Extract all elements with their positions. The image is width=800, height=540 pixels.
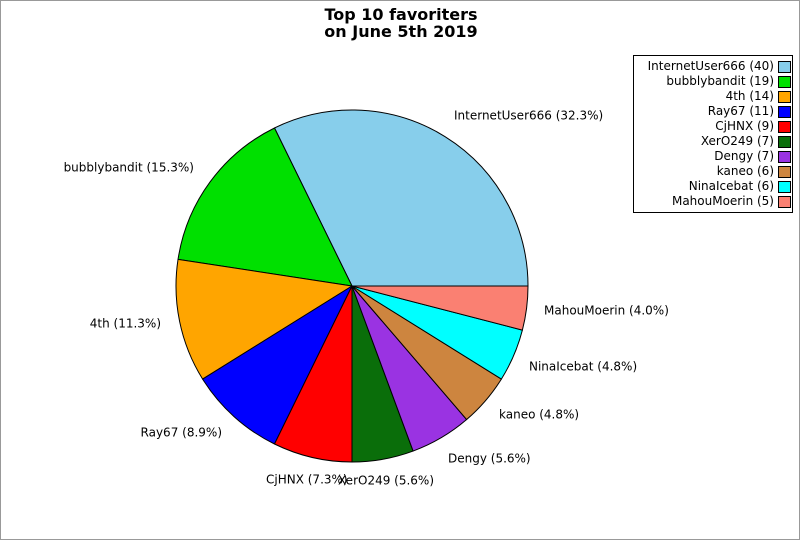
legend-item-MahouMoerin: MahouMoerin (5) xyxy=(636,194,791,209)
legend: InternetUser666 (40) bubblybandit (19) 4th… xyxy=(633,55,793,213)
legend-label-bubblybandit: bubblybandit (19) xyxy=(666,74,774,88)
legend-swatch-icon xyxy=(778,120,791,133)
slice-label-kaneo: kaneo (4.8%) xyxy=(499,407,580,422)
legend-label-NinaIcebat: NinaIcebat (6) xyxy=(688,179,774,193)
chart-title: Top 10 favoriters on June 5th 2019 xyxy=(1,5,799,41)
pie-slice-Ray67 xyxy=(202,285,353,445)
legend-swatch-icon xyxy=(778,105,791,118)
legend-swatch-icon xyxy=(778,180,791,193)
legend-label-MahouMoerin: MahouMoerin (5) xyxy=(671,194,774,208)
pie-slice-MahouMoerin xyxy=(351,285,529,331)
slice-label-XerO249: XerO249 (5.6%) xyxy=(338,473,435,488)
legend-item-CjHNX: CjHNX (9) xyxy=(636,119,791,134)
legend-label-Dengy: Dengy (7) xyxy=(714,149,774,163)
legend-swatch-icon xyxy=(778,90,791,103)
slice-label-CjHNX: CjHNX (7.3%) xyxy=(266,472,348,487)
legend-label-XerO249: XerO249 (7) xyxy=(700,134,774,148)
legend-swatch-icon xyxy=(778,75,791,88)
legend-item-InternetUser666: InternetUser666 (40) xyxy=(636,59,791,74)
legend-item-4th: 4th (14) xyxy=(636,89,791,104)
chart-title-line2: on June 5th 2019 xyxy=(324,22,478,41)
slice-label-Ray67: Ray67 (8.9%) xyxy=(140,425,222,440)
legend-swatch-icon xyxy=(778,150,791,163)
legend-label-Ray67: Ray67 (11) xyxy=(707,104,774,118)
legend-item-NinaIcebat: NinaIcebat (6) xyxy=(636,179,791,194)
chart-title-line1: Top 10 favoriters xyxy=(324,5,478,24)
legend-label-kaneo: kaneo (6) xyxy=(716,164,774,178)
legend-item-XerO249: XerO249 (7) xyxy=(636,134,791,149)
legend-swatch-icon xyxy=(778,195,791,208)
legend-item-Dengy: Dengy (7) xyxy=(636,149,791,164)
slice-label-bubblybandit: bubblybandit (15.3%) xyxy=(63,160,194,175)
legend-label-CjHNX: CjHNX (9) xyxy=(715,119,774,133)
slice-label-InternetUser666: InternetUser666 (32.3%) xyxy=(454,108,604,123)
pie-slice-4th xyxy=(175,258,353,380)
legend-swatch-icon xyxy=(778,60,791,73)
legend-swatch-icon xyxy=(778,165,791,178)
slice-label-NinaIcebat: NinaIcebat (4.8%) xyxy=(529,359,638,374)
legend-label-4th: 4th (14) xyxy=(725,89,774,103)
legend-label-InternetUser666: InternetUser666 (40) xyxy=(647,59,774,73)
slice-label-4th: 4th (11.3%) xyxy=(89,316,161,331)
legend-item-bubblybandit: bubblybandit (19) xyxy=(636,74,791,89)
legend-item-kaneo: kaneo (6) xyxy=(636,164,791,179)
legend-swatch-icon xyxy=(778,135,791,148)
slice-label-MahouMoerin: MahouMoerin (4.0%) xyxy=(544,303,669,318)
pie-slice-InternetUser666 xyxy=(273,109,529,287)
pie-slice-bubblybandit xyxy=(177,127,353,287)
legend-item-Ray67: Ray67 (11) xyxy=(636,104,791,119)
slice-label-Dengy: Dengy (5.6%) xyxy=(448,451,531,466)
